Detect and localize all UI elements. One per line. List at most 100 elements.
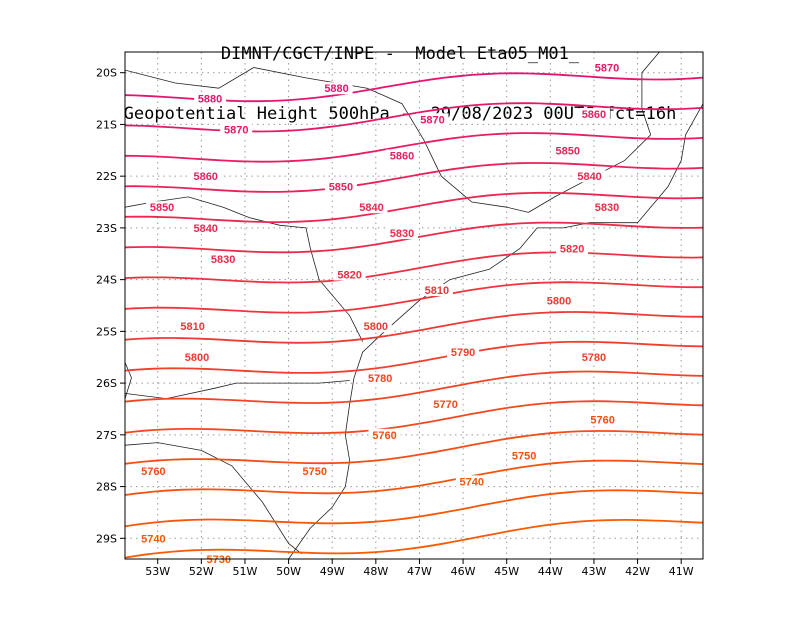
contour-line [124, 162, 704, 193]
contour-label-bg [324, 180, 357, 193]
contour-label: 5730 [207, 554, 231, 566]
lon-tick-label: 42W [625, 565, 650, 578]
lat-tick-label: 22S [96, 170, 117, 183]
contour-label-bg [386, 227, 419, 240]
contour-label: 5870 [224, 125, 248, 137]
contour-label: 5750 [512, 451, 536, 463]
contour-label: 5770 [433, 399, 457, 411]
contour-label: 5860 [193, 171, 217, 183]
contour-label: 5760 [141, 466, 165, 478]
lat-tick-label: 21S [96, 118, 117, 131]
contour-label: 5800 [185, 352, 209, 364]
boundary-line [305, 227, 364, 342]
contour-label: 5790 [451, 347, 475, 359]
contour-line [124, 311, 704, 344]
contour-label: 5850 [329, 182, 353, 194]
lon-tick-label: 52W [189, 565, 214, 578]
map-frame [124, 51, 704, 560]
contour-label: 5820 [337, 269, 361, 281]
contour-label-bg [333, 268, 366, 281]
contour-label: 5850 [150, 202, 174, 214]
lat-tick-label: 27S [96, 429, 117, 442]
contour-label: 5880 [198, 94, 222, 106]
contour-label: 5830 [595, 202, 619, 214]
contour-line [124, 430, 704, 465]
contour-label-bg [146, 201, 179, 214]
boundary-line [124, 67, 254, 89]
lon-tick-label: 44W [538, 565, 563, 578]
contour-label: 5830 [390, 228, 414, 240]
lat-tick-label: 20S [96, 67, 117, 80]
contour-line [124, 400, 704, 434]
contour-label: 5870 [595, 63, 619, 75]
contour-line [124, 489, 704, 528]
lon-tick-label: 47W [407, 565, 432, 578]
lon-tick-label: 46W [451, 565, 476, 578]
contour-label-bg [577, 351, 610, 364]
contour-label-bg [429, 397, 462, 410]
contour-line [124, 132, 704, 163]
contour-label: 5880 [324, 83, 348, 95]
axis-ticks: 53W 52W 51W 50W 49W 48W 47W 46W 45W 44W 43W 42W 41W 2… [96, 67, 694, 578]
lat-tick-label: 24S [96, 274, 117, 287]
contour-line [124, 340, 704, 374]
contour-label: 5760 [372, 430, 396, 442]
contour-label: 5840 [193, 223, 217, 235]
lon-tick-label: 43W [582, 565, 607, 578]
contour-label-bg [189, 221, 222, 234]
contour-label: 5840 [359, 202, 383, 214]
boundary-line [124, 442, 302, 555]
contour-line [124, 281, 703, 314]
contour-label-bg [455, 475, 488, 488]
contour-label-bg [176, 320, 209, 333]
contour-label-bg [556, 242, 589, 255]
contour-label: 5760 [590, 414, 614, 426]
lon-tick-label: 50W [276, 565, 301, 578]
contour-label-bg [591, 61, 624, 74]
lon-tick-label: 51W [233, 565, 258, 578]
contour-label: 5740 [141, 533, 165, 545]
contour-label: 5860 [582, 109, 606, 121]
contour-line [124, 459, 704, 496]
contour-label: 5840 [577, 171, 601, 183]
contour-label-bg [508, 449, 541, 462]
contour-label-bg [543, 294, 576, 307]
lat-tick-label: 26S [96, 377, 117, 390]
contour-line [124, 102, 704, 133]
contour-label-bg [137, 465, 170, 478]
contour-label-bg [180, 351, 213, 364]
contour-label-bg [591, 201, 624, 214]
contour-label-bg [137, 532, 170, 545]
contour-label: 5810 [425, 285, 449, 297]
height-contours [124, 72, 704, 559]
contour-label-bg [368, 428, 401, 441]
contour-label: 5820 [560, 244, 584, 256]
contour-label: 5800 [364, 321, 388, 333]
contour-label-bg [447, 346, 480, 359]
lon-tick-label: 45W [494, 565, 519, 578]
contour-label-bg [194, 92, 227, 105]
lon-tick-label: 49W [320, 565, 345, 578]
lat-tick-label: 29S [96, 532, 117, 545]
coastline-and-borders [124, 51, 704, 560]
lon-tick-label: 48W [363, 565, 388, 578]
contour-label: 5750 [303, 466, 327, 478]
contour-label: 5780 [582, 352, 606, 364]
boundary-line [253, 67, 529, 213]
contour-label: 5860 [390, 150, 414, 162]
lon-tick-label: 41W [669, 565, 694, 578]
contour-label: 5780 [368, 373, 392, 385]
contour-line [124, 518, 704, 559]
contour-label-bg [355, 201, 388, 214]
contour-label-bg [551, 144, 584, 157]
contour-label-bg [207, 252, 240, 265]
contour-line [124, 191, 704, 223]
contour-label-bg [320, 82, 353, 95]
lon-tick-label: 53W [145, 565, 170, 578]
contour-label-bg [364, 371, 397, 384]
contour-line [124, 251, 704, 284]
contour-label-bg [416, 113, 449, 126]
contour-label-bg [586, 413, 619, 426]
contour-label: 5850 [556, 145, 580, 157]
